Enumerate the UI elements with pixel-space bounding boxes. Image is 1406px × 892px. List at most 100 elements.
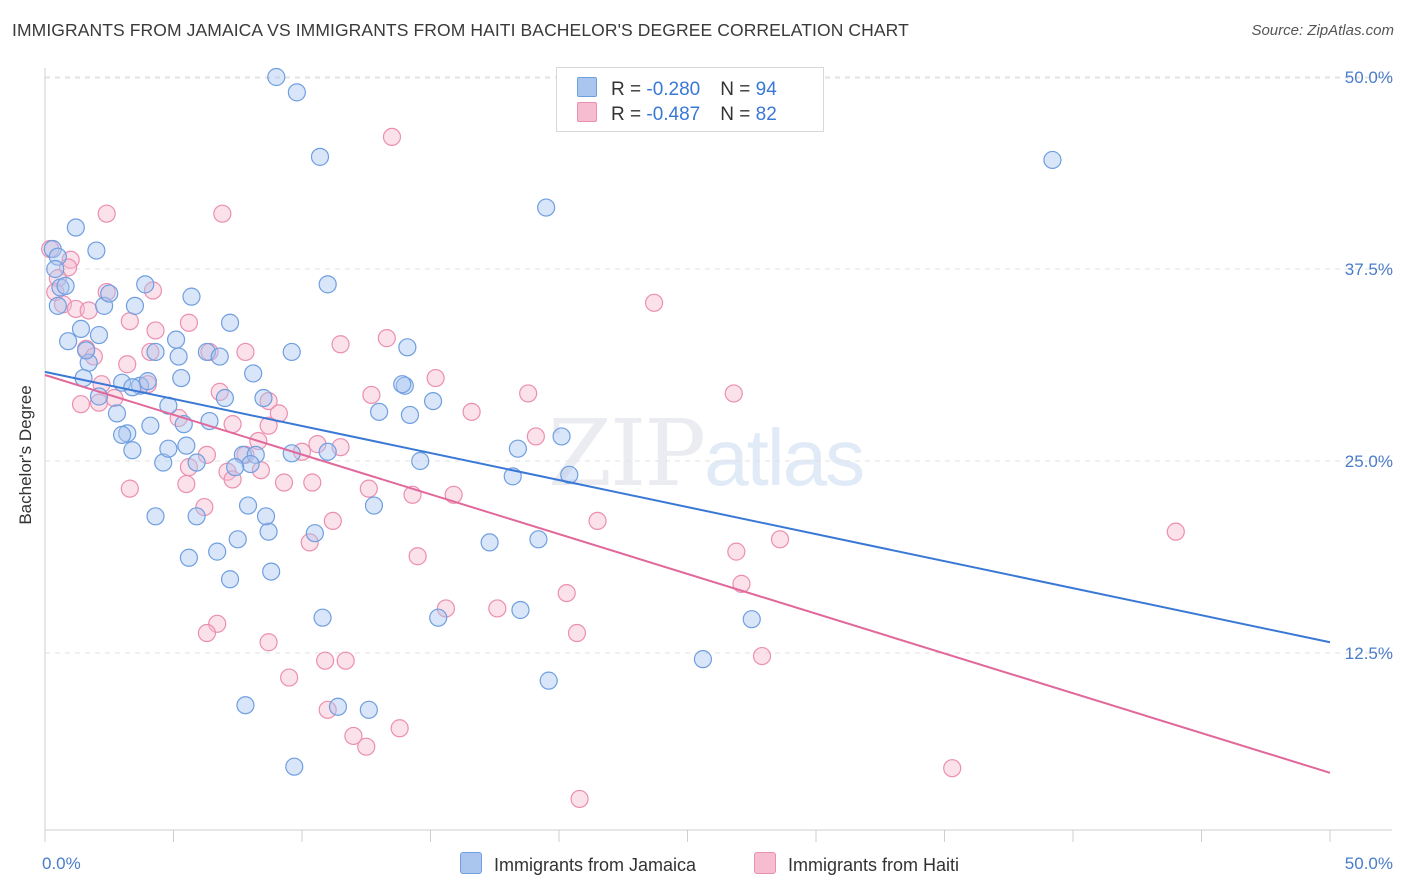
- haiti-point: [724, 384, 743, 403]
- jamaica-point: [398, 338, 417, 357]
- jamaica-point: [282, 342, 301, 362]
- jamaica-point: [187, 507, 206, 526]
- haiti-point: [770, 530, 790, 549]
- jamaica-point: [123, 378, 142, 397]
- jamaica-point: [208, 542, 227, 561]
- jamaica-point: [259, 522, 278, 541]
- legend-r-value: -0.280: [646, 79, 701, 100]
- haiti-point: [197, 623, 217, 643]
- jamaica-point: [215, 388, 234, 408]
- haiti-point: [331, 335, 350, 354]
- jamaica-point: [285, 757, 304, 776]
- legend-r-label: R =: [611, 79, 647, 100]
- jamaica-point: [187, 453, 206, 472]
- tick-labels: 12.5% 25.0% 37.5% 50.0% 0.0% 50.0%: [42, 68, 1393, 873]
- haiti-point: [316, 651, 335, 670]
- haiti-swatch: [577, 102, 597, 122]
- haiti-point: [141, 342, 160, 362]
- haiti-point: [444, 485, 463, 504]
- jamaica-point: [246, 445, 265, 464]
- haiti-point: [323, 511, 342, 531]
- haiti-point: [570, 789, 589, 809]
- jamaica-point: [146, 507, 165, 526]
- haiti-point: [519, 384, 538, 403]
- haiti-point: [120, 312, 139, 331]
- haiti-point: [732, 574, 751, 593]
- bottom-legend-haiti: Immigrants from Haiti: [754, 852, 959, 876]
- haiti-point: [197, 445, 217, 464]
- haiti-point: [118, 355, 137, 374]
- jamaica-point: [539, 671, 558, 690]
- haiti-point: [526, 427, 545, 446]
- jamaica-legend-swatch: [460, 852, 482, 874]
- jamaica-point: [182, 287, 201, 306]
- jamaica-point: [100, 284, 119, 303]
- jamaica-point: [359, 700, 378, 719]
- jamaica-point: [328, 697, 348, 716]
- y-tick-label: 50.0%: [1345, 68, 1393, 87]
- jamaica-point: [364, 496, 384, 515]
- jamaica-point: [210, 347, 229, 366]
- haiti-point: [382, 127, 402, 147]
- jamaica-point: [48, 296, 67, 315]
- haiti-point: [357, 737, 376, 756]
- haiti-point: [303, 473, 322, 492]
- jamaica-point: [166, 330, 186, 349]
- jamaica-point: [393, 375, 412, 394]
- jamaica-point: [177, 436, 196, 455]
- legend-r-label: R =: [611, 104, 647, 125]
- haiti-point: [208, 614, 227, 633]
- jamaica-point: [146, 342, 165, 362]
- haiti-point: [146, 321, 165, 340]
- jamaica-point: [89, 325, 109, 345]
- jamaica-point: [228, 530, 247, 549]
- haiti-point: [644, 293, 664, 312]
- haiti-point: [488, 599, 507, 618]
- jamaica-point: [77, 341, 96, 360]
- jamaica-point: [267, 67, 286, 87]
- haiti-point: [120, 479, 139, 498]
- jamaica-point: [123, 441, 142, 460]
- jamaica-legend-label: Immigrants from Jamaica: [494, 855, 697, 875]
- legend-n-label: N =: [720, 79, 756, 100]
- haiti-point: [426, 368, 445, 388]
- y-tick-label: 12.5%: [1345, 644, 1393, 663]
- chart-title: IMMIGRANTS FROM JAMAICA VS IMMIGRANTS FR…: [12, 20, 909, 40]
- haiti-point: [727, 542, 746, 561]
- watermark: ZIPatlas: [548, 400, 865, 507]
- haiti-trend-line: [44, 374, 1331, 774]
- jamaica-point: [411, 451, 430, 471]
- jamaica-point: [236, 696, 255, 715]
- x-tick-label: 50.0%: [1345, 854, 1393, 873]
- legend-row-jamaica: R = -0.280 N = 94: [577, 77, 777, 101]
- haiti-point: [308, 435, 327, 454]
- jamaica-point: [310, 147, 330, 166]
- jamaica-point: [480, 533, 499, 552]
- jamaica-point: [71, 319, 91, 339]
- haiti-point: [362, 385, 381, 405]
- jamaica-point: [241, 454, 260, 474]
- jamaica-point: [508, 439, 527, 458]
- haiti-point: [344, 726, 363, 746]
- haiti-point: [1166, 522, 1185, 541]
- jamaica-point: [169, 347, 188, 366]
- watermark-atlas: atlas: [704, 413, 865, 502]
- jamaica-point: [244, 364, 263, 383]
- jamaica-point: [1043, 150, 1062, 170]
- jamaica-point: [318, 275, 337, 294]
- haiti-legend-swatch: [754, 852, 776, 874]
- watermark-zip: ZIP: [548, 400, 706, 507]
- jamaica-point: [220, 570, 240, 589]
- trend-lines: [44, 370, 1331, 774]
- haiti-point: [259, 391, 278, 411]
- stats-legend: R = -0.280 N = 94 R = -0.487 N = 82: [556, 67, 824, 132]
- jamaica-point: [429, 608, 448, 627]
- jamaica-point: [318, 442, 337, 461]
- jamaica-point: [179, 548, 199, 567]
- jamaica-point: [254, 388, 273, 408]
- jamaica-point: [400, 405, 420, 425]
- jamaica-point: [693, 650, 713, 669]
- haiti-point: [274, 473, 294, 492]
- jamaica-point: [136, 275, 155, 294]
- haiti-point: [436, 599, 456, 618]
